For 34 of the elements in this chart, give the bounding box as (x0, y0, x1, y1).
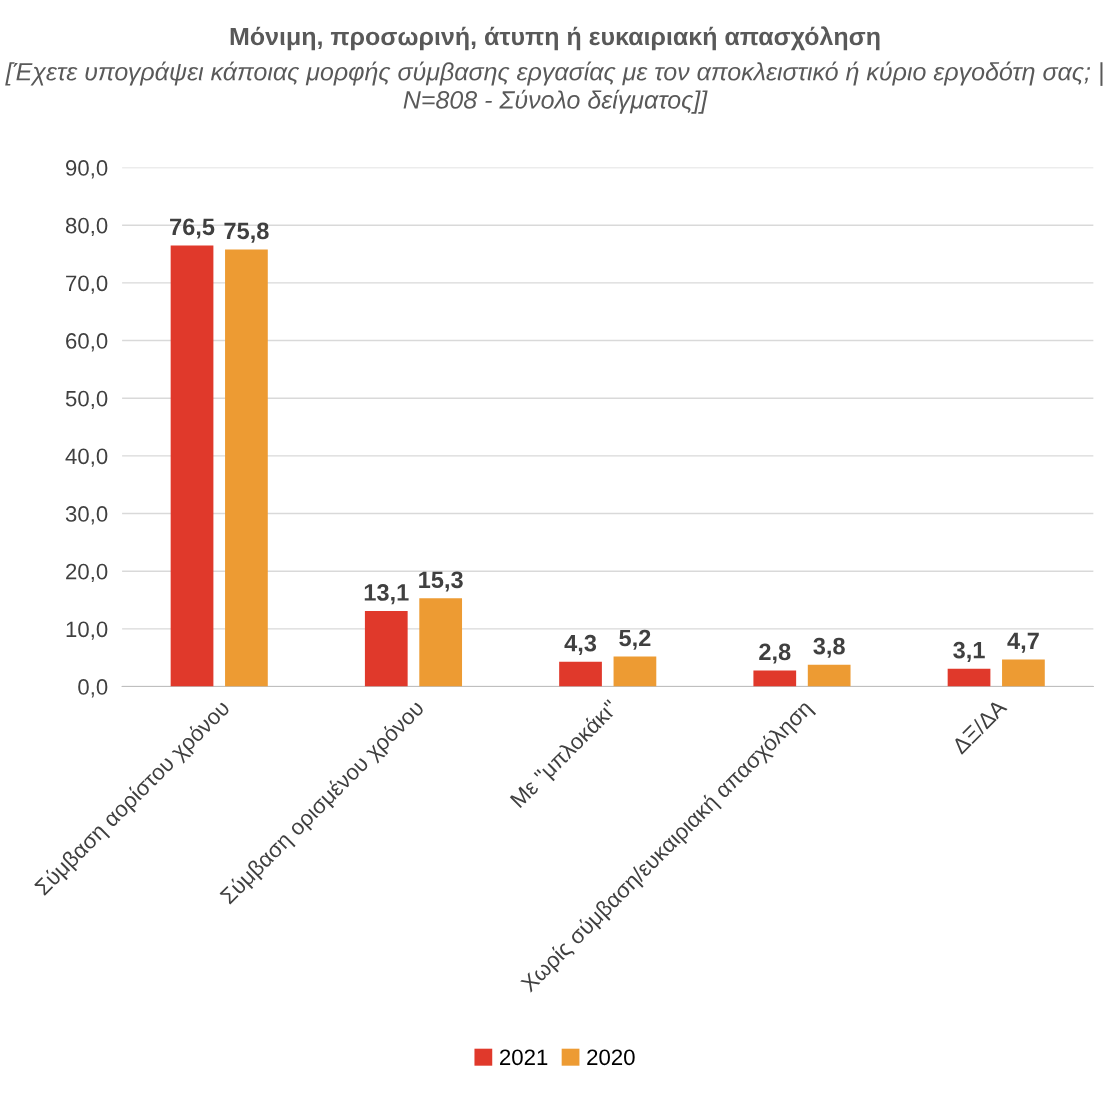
data-label: 5,2 (619, 629, 651, 650)
y-tick-label: 80,0 (65, 217, 108, 237)
bar (613, 656, 657, 687)
chart-title: Μόνιμη, προσωρινή, άτυπη ή ευκαιριακή απασχόληση (230, 26, 880, 51)
y-tick-label: 70,0 (66, 275, 108, 294)
y-tick-label: 20,0 (66, 563, 108, 583)
y-tick-label: 30,0 (65, 506, 108, 525)
bar (225, 249, 268, 687)
bar (1002, 659, 1045, 687)
data-label: 13,1 (364, 584, 409, 605)
bar (753, 670, 797, 687)
y-tick-label: 90,0 (66, 160, 108, 179)
bar (170, 245, 214, 687)
bar (419, 598, 463, 687)
data-label: 3,1 (953, 641, 985, 662)
data-label: 4,7 (1007, 632, 1039, 653)
data-label: 76,5 (170, 218, 215, 239)
legend-label: 2020 (587, 1049, 635, 1066)
y-tick-label: 60,0 (66, 333, 108, 352)
bar (807, 664, 851, 687)
legend-label: 2021 (500, 1049, 548, 1066)
data-label: 75,8 (224, 222, 269, 243)
data-label: 3,8 (813, 637, 845, 658)
y-tick-label: 0,0 (78, 679, 108, 698)
data-label: 2,8 (759, 643, 791, 664)
data-label: 15,3 (419, 571, 463, 592)
chart-subtitle: [Έχετε υπογράψει κάποιας μορφής σύμβασης εργασίας με τον αποκλειστικό ή κύριο εργοδότη σας; | N=808 - Σύνολο δείγματος]] (5, 61, 1103, 114)
y-tick-label: 40,0 (65, 448, 108, 467)
bar (559, 661, 602, 687)
data-label: 4,3 (564, 634, 597, 655)
y-tick-label: 50,0 (65, 390, 108, 410)
y-tick-label: 10,0 (66, 621, 108, 640)
bar (364, 611, 408, 687)
bar (947, 668, 991, 687)
